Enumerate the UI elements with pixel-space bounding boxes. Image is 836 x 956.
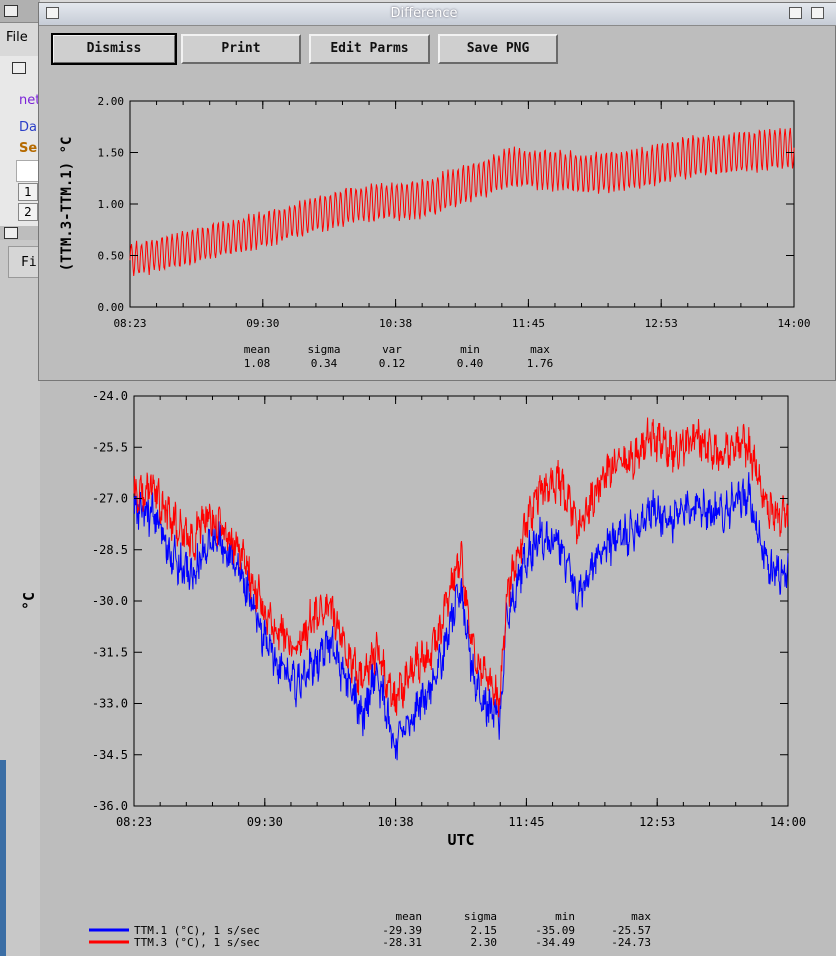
ttm1-series-line: [133, 472, 789, 761]
window-menu-icon[interactable]: [4, 227, 18, 239]
plot-area: [129, 100, 795, 308]
stat-header: min: [460, 343, 480, 356]
background-panel-lower: [0, 240, 40, 956]
x-tick-label: 14:00: [770, 815, 806, 829]
stat-header: mean: [396, 910, 423, 923]
stat-value: 1.08: [244, 357, 271, 370]
legend-label: TTM.3 (°C), 1 s/sec: [134, 936, 260, 949]
window-menu-icon[interactable]: [46, 7, 59, 19]
menu-fi: Fi: [21, 255, 37, 270]
edit-parms-button[interactable]: Edit Parms: [309, 34, 430, 64]
row-number-1[interactable]: 1: [18, 183, 38, 201]
y-tick-label: -30.0: [92, 594, 128, 608]
x-tick-label: 08:23: [113, 317, 146, 330]
stat-value: -25.57: [611, 924, 651, 937]
stat-value: 0.34: [311, 357, 338, 370]
y-tick-label: -25.5: [92, 440, 128, 454]
link-da[interactable]: Da: [19, 120, 37, 135]
x-tick-label: 09:30: [246, 317, 279, 330]
x-tick-label: 09:30: [247, 815, 283, 829]
x-tick-label: 14:00: [777, 317, 810, 330]
legend-label: TTM.1 (°C), 1 s/sec: [134, 924, 260, 937]
stat-value: -29.39: [382, 924, 422, 937]
stat-value: 0.40: [457, 357, 484, 370]
y-axis-label: °C: [20, 592, 38, 610]
menu-file[interactable]: File: [6, 30, 28, 45]
stat-value: -34.49: [535, 936, 575, 949]
x-tick-label: 11:45: [508, 815, 544, 829]
stat-header: mean: [244, 343, 271, 356]
label-se: Se: [19, 141, 38, 156]
dismiss-button[interactable]: Dismiss: [51, 33, 177, 65]
print-button[interactable]: Print: [181, 34, 301, 64]
stat-header: max: [631, 910, 651, 923]
y-tick-label: 1.00: [98, 198, 125, 211]
stat-value: 2.15: [471, 924, 498, 937]
maximize-icon[interactable]: [811, 7, 824, 19]
stat-value: -24.73: [611, 936, 651, 949]
stat-header: max: [530, 343, 550, 356]
x-tick-label: 12:53: [639, 815, 675, 829]
temperature-chart: -24.0 -25.5 -27.0 -28.5 -30.0 -31.5 -33.0 -34.5…: [20, 389, 806, 949]
row-number-2[interactable]: 2: [18, 203, 38, 221]
desktop-edge: [0, 760, 6, 956]
y-axis-label: (TTM.3-TTM.1) °C: [59, 137, 75, 272]
y-tick-label: -36.0: [92, 799, 128, 813]
y-tick-label: -31.5: [92, 645, 128, 659]
x-axis-label: UTC: [447, 831, 474, 849]
stat-header: sigma: [307, 343, 340, 356]
stat-value: 0.12: [379, 357, 406, 370]
y-tick-label: 1.50: [98, 147, 125, 160]
difference-chart: 0.00 0.50 1.00 1.50 2.00 08:23 09:30 10:38 11:4…: [59, 95, 811, 370]
save-png-button[interactable]: Save PNG: [438, 34, 558, 64]
y-tick-label: -24.0: [92, 389, 128, 403]
stat-value: 2.30: [471, 936, 498, 949]
link-net[interactable]: net: [19, 93, 41, 108]
x-tick-label: 10:38: [378, 815, 414, 829]
y-tick-label: 2.00: [98, 95, 125, 108]
stat-header: min: [555, 910, 575, 923]
stat-value: -35.09: [535, 924, 575, 937]
minimize-icon[interactable]: [789, 7, 802, 19]
x-tick-label: 12:53: [645, 317, 678, 330]
stat-value: 1.76: [527, 357, 554, 370]
y-tick-label: -28.5: [92, 543, 128, 557]
x-tick-label: 10:38: [379, 317, 412, 330]
y-tick-label: -27.0: [92, 492, 128, 506]
x-tick-label: 08:23: [116, 815, 152, 829]
y-tick-label: 0.00: [98, 301, 125, 314]
window-titlebar[interactable]: Difference: [39, 3, 836, 26]
window-menu-icon[interactable]: [12, 62, 26, 74]
ttm3-series-line: [133, 417, 789, 718]
y-tick-label: 0.50: [98, 250, 125, 263]
y-tick-label: -34.5: [92, 748, 128, 762]
window-title: Difference: [390, 6, 458, 21]
y-tick-label: -33.0: [92, 697, 128, 711]
difference-series-line: [129, 127, 795, 276]
x-tick-label: 11:45: [512, 317, 545, 330]
stat-header: var: [382, 343, 402, 356]
stat-header: sigma: [464, 910, 497, 923]
window-menu-icon[interactable]: [4, 5, 18, 17]
stat-value: -28.31: [382, 936, 422, 949]
